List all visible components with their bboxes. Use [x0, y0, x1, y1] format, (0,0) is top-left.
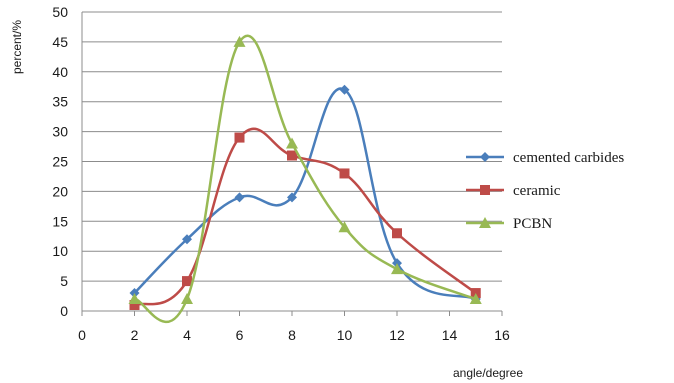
- series-line: [133, 87, 477, 301]
- y-tick-label: 35: [52, 94, 68, 110]
- legend-label: cemented carbides: [513, 150, 624, 166]
- x-tick-label: 0: [78, 327, 86, 343]
- x-tick-label: 6: [236, 327, 244, 343]
- legend-marker: [480, 152, 490, 162]
- data-point: [391, 263, 403, 275]
- data-point: [234, 192, 245, 203]
- series-1: [129, 84, 481, 305]
- data-point: [287, 150, 297, 161]
- x-tick-label: 8: [288, 327, 296, 343]
- legend-label: PCBN: [513, 216, 552, 232]
- data-point: [339, 168, 350, 179]
- data-point: [392, 228, 402, 239]
- legend-marker: [480, 185, 490, 195]
- x-tick-label: 14: [442, 327, 458, 343]
- y-tick-labels: 0 5 10 15 20 25 30 35 40 45 50: [52, 4, 68, 319]
- y-tick-label: 25: [52, 154, 68, 170]
- y-tick-label: 30: [52, 124, 68, 140]
- data-point: [182, 276, 192, 287]
- data-point: [128, 293, 141, 305]
- y-axis-title: percent/%: [10, 20, 24, 74]
- x-tick-labels: 0 2 4 6 8 10 12 14 16: [78, 327, 510, 343]
- data-point: [286, 137, 298, 149]
- y-tick-label: 45: [52, 34, 68, 50]
- gridlines: [82, 11, 502, 282]
- y-tick-label: 5: [60, 273, 68, 289]
- x-tick-label: 2: [131, 327, 139, 343]
- data-point: [182, 234, 192, 245]
- y-tick-label: 15: [52, 213, 68, 229]
- data-point: [181, 293, 193, 305]
- data-point: [339, 84, 350, 95]
- x-tick-label: 4: [183, 327, 191, 343]
- x-tick-label: 10: [337, 327, 353, 343]
- legend: cemented carbides ceramic PCBN: [466, 150, 624, 232]
- series-3: [128, 34, 482, 324]
- data-point: [338, 221, 351, 233]
- y-tick-label: 10: [52, 243, 68, 259]
- data-point: [233, 35, 246, 47]
- series-2: [129, 127, 481, 311]
- y-tick-label: 20: [52, 183, 68, 199]
- data-point: [234, 132, 245, 143]
- x-axis-title: angle/degree: [453, 366, 523, 380]
- data-point: [129, 300, 140, 311]
- x-tick-label: 16: [494, 327, 510, 343]
- y-tick-label: 50: [52, 4, 68, 20]
- y-tick-label: 0: [60, 303, 68, 319]
- legend-label: ceramic: [513, 183, 561, 199]
- x-tick-label: 12: [389, 327, 405, 343]
- data-point: [287, 192, 297, 203]
- y-tick-label: 40: [52, 64, 68, 80]
- series-layer: [128, 34, 482, 324]
- legend-marker: [479, 217, 491, 228]
- axes: [81, 12, 503, 316]
- data-point: [469, 293, 482, 305]
